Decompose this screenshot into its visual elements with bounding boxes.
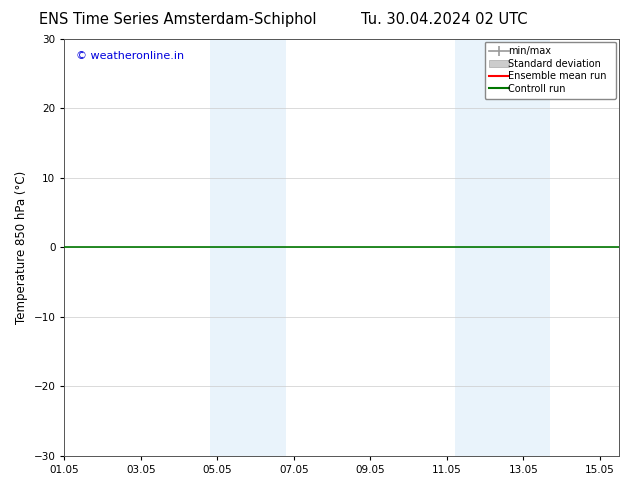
Text: © weatheronline.in: © weatheronline.in bbox=[75, 51, 184, 61]
Text: Tu. 30.04.2024 02 UTC: Tu. 30.04.2024 02 UTC bbox=[361, 12, 527, 27]
Text: ENS Time Series Amsterdam-Schiphol: ENS Time Series Amsterdam-Schiphol bbox=[39, 12, 316, 27]
Y-axis label: Temperature 850 hPa (°C): Temperature 850 hPa (°C) bbox=[15, 171, 28, 324]
Bar bbox=[455, 39, 550, 456]
Legend: min/max, Standard deviation, Ensemble mean run, Controll run: min/max, Standard deviation, Ensemble me… bbox=[484, 42, 616, 98]
Bar bbox=[210, 39, 287, 456]
